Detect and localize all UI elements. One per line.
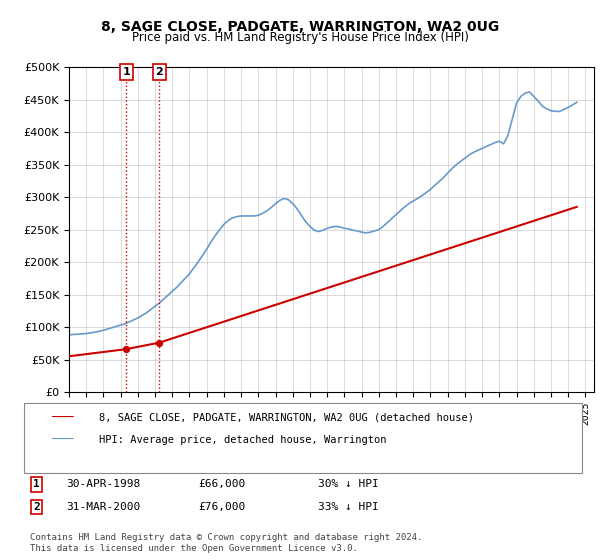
Text: 31-MAR-2000: 31-MAR-2000 <box>66 502 140 512</box>
Text: £76,000: £76,000 <box>198 502 245 512</box>
Text: £66,000: £66,000 <box>198 479 245 489</box>
Text: 8, SAGE CLOSE, PADGATE, WARRINGTON, WA2 0UG (detached house): 8, SAGE CLOSE, PADGATE, WARRINGTON, WA2 … <box>99 412 474 422</box>
Text: 1: 1 <box>122 67 130 77</box>
Text: 30% ↓ HPI: 30% ↓ HPI <box>318 479 379 489</box>
Text: Contains HM Land Registry data © Crown copyright and database right 2024.
This d: Contains HM Land Registry data © Crown c… <box>30 533 422 553</box>
Text: HPI: Average price, detached house, Warrington: HPI: Average price, detached house, Warr… <box>99 435 386 445</box>
Text: ───: ─── <box>51 433 74 446</box>
Text: Price paid vs. HM Land Registry's House Price Index (HPI): Price paid vs. HM Land Registry's House … <box>131 31 469 44</box>
Text: 1: 1 <box>33 479 40 489</box>
Text: 8, SAGE CLOSE, PADGATE, WARRINGTON, WA2 0UG: 8, SAGE CLOSE, PADGATE, WARRINGTON, WA2 … <box>101 20 499 34</box>
Point <box>155 338 164 347</box>
Point <box>122 344 131 353</box>
Text: ───: ─── <box>51 410 74 424</box>
Text: 33% ↓ HPI: 33% ↓ HPI <box>318 502 379 512</box>
Text: 2: 2 <box>33 502 40 512</box>
Text: 30-APR-1998: 30-APR-1998 <box>66 479 140 489</box>
Text: 2: 2 <box>155 67 163 77</box>
